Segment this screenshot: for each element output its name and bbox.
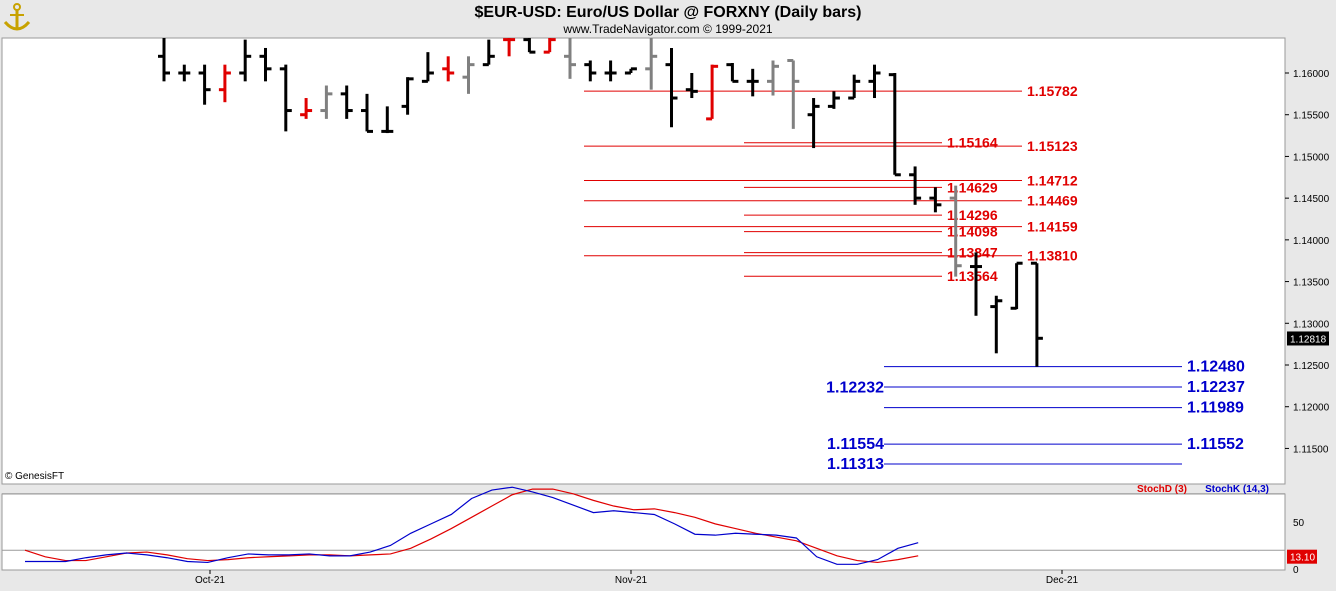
ohlc-bar xyxy=(767,60,779,96)
ohlc-bar xyxy=(503,38,516,57)
level-label: 1.11552 xyxy=(1187,436,1244,453)
ohlc-bar xyxy=(685,73,698,99)
y-tick-label: 1.15000 xyxy=(1293,152,1330,163)
level-label: 1.15782 xyxy=(1027,83,1078,99)
ohlc-bar xyxy=(584,60,597,82)
ohlc-bar xyxy=(361,93,373,133)
x-axis: Oct-21 Nov-21 Dec-21 xyxy=(195,570,1079,586)
ohlc-bar xyxy=(198,64,211,105)
ohlc-bar xyxy=(1010,261,1023,310)
level-label: 1.12480 xyxy=(1187,359,1245,376)
y-tick-label: 1.14000 xyxy=(1293,236,1330,247)
ohlc-bar xyxy=(178,64,191,82)
ohlc-bar xyxy=(1030,261,1043,367)
ohlc-bar xyxy=(300,98,313,119)
level-label: 1.12232 xyxy=(826,379,884,396)
stoch-y-tick-label: 50 xyxy=(1293,518,1305,529)
level-label: 1.14159 xyxy=(1027,219,1078,235)
ohlc-bar xyxy=(970,252,982,316)
ohlc-bar xyxy=(787,58,800,129)
ohlc-bar xyxy=(929,187,942,213)
stochk-line xyxy=(25,486,919,565)
ohlc-bar xyxy=(564,38,576,79)
ohlc-bar xyxy=(462,56,475,94)
ohlc-bar xyxy=(827,91,840,109)
ohlc-bar xyxy=(746,68,759,97)
ohlc-bar xyxy=(848,74,861,100)
ohlc-bar xyxy=(543,38,556,54)
level-label: 1.12237 xyxy=(1187,379,1245,396)
ohlc-bar xyxy=(949,185,962,277)
level-label: 1.11313 xyxy=(827,456,884,473)
y-tick-label: 1.15500 xyxy=(1293,111,1330,122)
stoch-y-tick-label: 0 xyxy=(1293,565,1299,576)
ohlc-bar xyxy=(888,73,901,177)
y-tick-label: 1.13000 xyxy=(1293,319,1330,330)
stochastic-panel xyxy=(1,493,1286,571)
chart-subtitle: www.TradeNavigator.com © 1999-2021 xyxy=(562,22,772,36)
ohlc-bar xyxy=(726,62,739,83)
level-label: 1.11989 xyxy=(1187,400,1244,417)
level-label: 1.13564 xyxy=(947,268,998,284)
legend-stochk: StochK (14,3) xyxy=(1205,484,1269,495)
ohlc-bar xyxy=(421,52,434,83)
ohlc-bar xyxy=(482,39,495,67)
level-label: 1.15164 xyxy=(947,135,998,151)
ohlc-bar xyxy=(279,64,292,132)
level-label: 1.14098 xyxy=(947,224,998,240)
ohlc-bar xyxy=(645,38,658,90)
ohlc-bar xyxy=(218,64,231,103)
ohlc-bar xyxy=(624,67,637,75)
ohlc-bar xyxy=(523,38,536,54)
ohlc-bar xyxy=(401,77,414,115)
ohlc-bar xyxy=(990,295,1003,354)
x-tick-label: Nov-21 xyxy=(615,575,648,586)
ohlc-bar xyxy=(807,98,820,149)
price-bars xyxy=(158,38,1043,367)
y-tick-label: 1.12500 xyxy=(1293,361,1330,372)
x-tick-label: Oct-21 xyxy=(195,575,225,586)
ohlc-bar xyxy=(868,64,881,99)
ohlc-bar xyxy=(259,47,272,82)
level-label: 1.11554 xyxy=(827,436,884,453)
anchor-logo-icon[interactable] xyxy=(3,3,31,31)
y-tick-label: 1.14500 xyxy=(1293,194,1330,205)
y-tick-label: 1.13500 xyxy=(1293,278,1330,289)
stoch-last-label: 13.10 xyxy=(1290,553,1315,564)
level-label: 1.14629 xyxy=(947,179,998,195)
ohlc-bar xyxy=(604,60,617,82)
x-tick-label: Dec-21 xyxy=(1046,575,1079,586)
ohlc-bar xyxy=(442,56,455,82)
ohlc-bar xyxy=(158,38,170,82)
level-label: 1.14469 xyxy=(1027,193,1078,209)
level-label: 1.15123 xyxy=(1027,138,1078,154)
price-panel xyxy=(1,37,1286,485)
level-label: 1.13847 xyxy=(947,245,998,261)
level-label: 1.14712 xyxy=(1027,172,1078,188)
last-price-box xyxy=(1287,331,1329,346)
last-price-label: 1.12818 xyxy=(1290,334,1327,345)
ohlc-bar xyxy=(665,47,678,128)
y-tick-label: 1.12000 xyxy=(1293,403,1330,414)
chart-title: $EUR-USD: Euro/US Dollar @ FORXNY (Daily… xyxy=(475,4,862,21)
stochd-line xyxy=(24,488,919,564)
ohlc-bar xyxy=(320,85,333,119)
level-label: 1.14296 xyxy=(947,207,998,223)
copyright-label: © GenesisFT xyxy=(5,471,64,482)
ohlc-bar xyxy=(706,64,719,121)
support-resistance-levels: 1.15782 1.15164 1.15123 1.14712 1.14629 1.144… xyxy=(584,83,1245,473)
level-label: 1.13810 xyxy=(1027,248,1078,264)
stochastic-lines: 50 013.10 xyxy=(2,486,1317,576)
legend-stochd: StochD (3) xyxy=(1137,484,1187,495)
ohlc-bar xyxy=(340,85,353,119)
price-axis: 1.16000 1.15500 1.15000 1.14500 1.14000 1.135… xyxy=(1285,69,1330,455)
ohlc-bar xyxy=(909,166,922,205)
y-tick-label: 1.16000 xyxy=(1293,69,1330,80)
ohlc-bar xyxy=(239,39,252,82)
ohlc-bar xyxy=(381,106,394,134)
stoch-last-box xyxy=(1287,549,1317,564)
y-tick-label: 1.11500 xyxy=(1293,444,1329,455)
